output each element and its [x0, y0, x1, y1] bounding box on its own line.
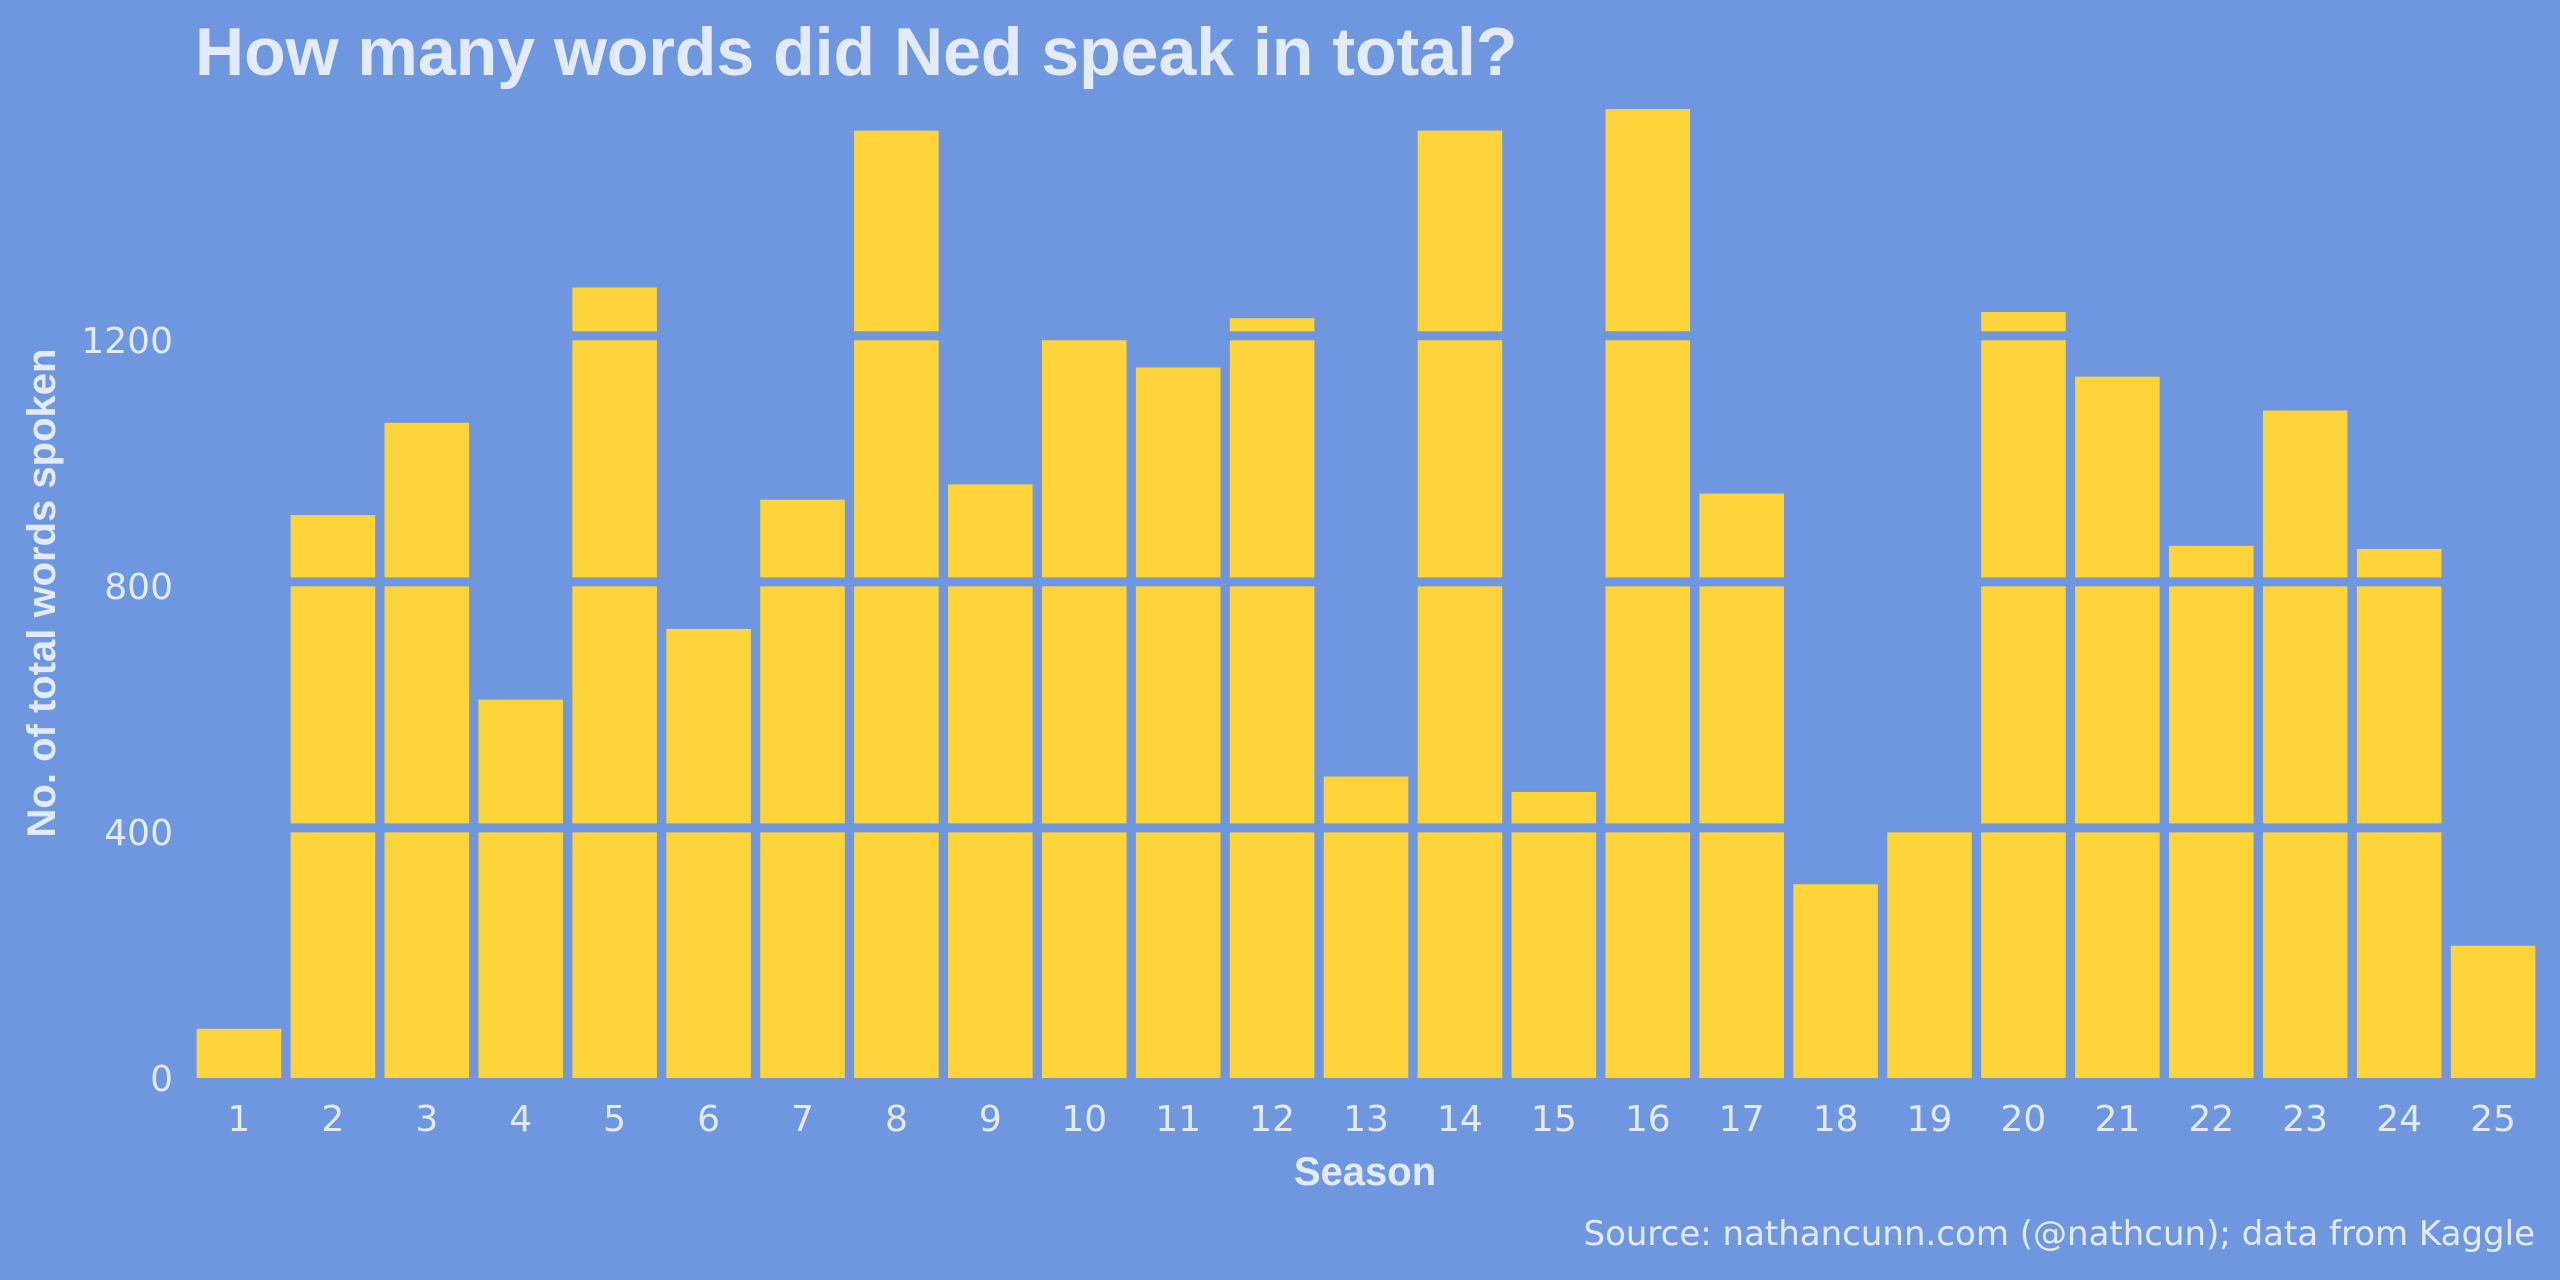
source-note: Source: nathancunn.com (@nathcun); data … [1584, 1214, 2536, 1254]
bar-season-1 [196, 1028, 282, 1078]
bar-season-25 [2450, 945, 2536, 1078]
bar-season-5 [572, 287, 657, 1079]
bar-season-6 [666, 628, 751, 1078]
bar-season-12 [1229, 318, 1315, 1078]
bar-season-13 [1323, 776, 1409, 1078]
x-tick-label: 21 [2094, 1099, 2140, 1140]
x-tick-label: 6 [697, 1099, 720, 1140]
y-tick-label: 400 [104, 813, 173, 854]
y-tick-label: 0 [150, 1059, 173, 1100]
bar-season-3 [384, 422, 470, 1078]
bar-season-10 [1041, 333, 1127, 1078]
x-tick-label: 3 [415, 1099, 438, 1140]
bar-season-19 [1887, 825, 1972, 1078]
y-tick-label: 800 [104, 567, 173, 608]
x-tick-label: 12 [1249, 1099, 1295, 1140]
x-tick-label: 15 [1531, 1099, 1577, 1140]
x-tick-label: 19 [1907, 1099, 1953, 1140]
bar-season-20 [1981, 312, 2066, 1079]
y-tick-label: 1200 [81, 321, 173, 362]
x-tick-label: 14 [1437, 1099, 1483, 1140]
x-tick-label: 1 [228, 1099, 251, 1140]
bar-season-9 [948, 484, 1033, 1079]
bar-season-18 [1793, 884, 1878, 1078]
bar-season-15 [1511, 791, 1597, 1078]
bar-season-24 [2356, 548, 2442, 1078]
x-tick-label: 17 [1719, 1099, 1765, 1140]
bar-season-16 [1605, 109, 1691, 1078]
bar-season-23 [2262, 410, 2348, 1078]
x-tick-label: 23 [2282, 1099, 2328, 1140]
x-tick-label: 22 [2188, 1099, 2234, 1140]
x-tick-label: 9 [979, 1099, 1002, 1140]
bar-season-21 [2075, 376, 2160, 1078]
bar-season-22 [2169, 545, 2254, 1078]
x-tick-label: 16 [1625, 1099, 1671, 1140]
bar-season-8 [854, 130, 939, 1079]
chart-title: How many words did Ned speak in total? [195, 14, 1517, 90]
x-tick-label: 18 [1813, 1099, 1859, 1140]
bar-season-17 [1699, 493, 1784, 1078]
x-tick-label: 24 [2376, 1099, 2422, 1140]
x-ticks-group: 1 2 3 4 5 6 7 8 9 10 11 12 13 14 15 16 17 18 19 20 21 22 23 24 2… [228, 1099, 2516, 1140]
x-tick-label: 5 [603, 1099, 626, 1140]
bar-season-2 [290, 515, 376, 1078]
x-tick-label: 4 [509, 1099, 532, 1140]
bar-season-7 [760, 499, 845, 1079]
bar-season-11 [1135, 367, 1221, 1079]
x-tick-label: 2 [321, 1099, 344, 1140]
x-tick-label: 13 [1343, 1099, 1389, 1140]
x-tick-label: 25 [2470, 1099, 2516, 1140]
bars-group [196, 109, 2536, 1079]
y-ticks-group: 0 400 800 1200 [81, 321, 173, 1100]
x-axis-label: Season [1294, 1150, 1436, 1194]
bar-season-4 [478, 699, 563, 1078]
x-tick-label: 7 [791, 1099, 814, 1140]
x-tick-label: 11 [1155, 1099, 1201, 1140]
gridlines-group [192, 331, 2540, 833]
x-tick-label: 10 [1061, 1099, 1107, 1140]
y-axis-label: No. of total words spoken [20, 349, 64, 838]
x-tick-label: 8 [885, 1099, 908, 1140]
x-tick-label: 20 [2001, 1099, 2047, 1140]
bar-season-14 [1417, 130, 1503, 1079]
